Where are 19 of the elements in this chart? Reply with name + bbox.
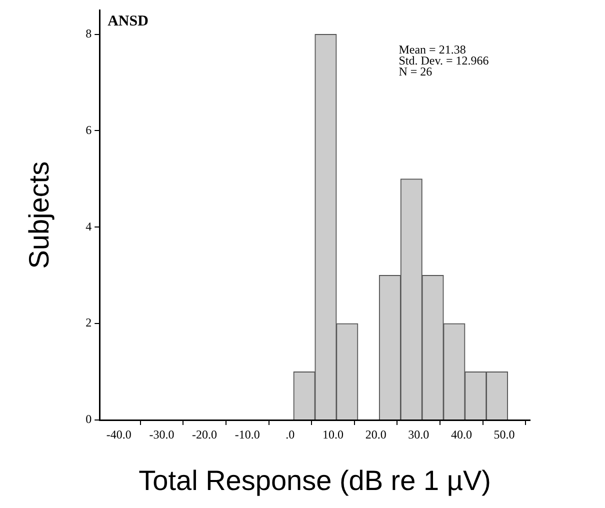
- y-tick-label: 0: [86, 412, 92, 426]
- x-tick-label: 20.0: [365, 427, 386, 442]
- x-tick-label: 30.0: [408, 427, 430, 442]
- x-tick-label: -10.0: [234, 427, 260, 442]
- x-axis-title: Total Response (dB re 1 µV): [138, 464, 491, 496]
- x-tick-label: -40.0: [106, 427, 132, 442]
- x-tick-label: -30.0: [149, 427, 174, 442]
- x-tick-label: 10.0: [322, 427, 344, 442]
- y-tick-label: 8: [86, 26, 92, 40]
- y-tick-label: 4: [86, 219, 92, 234]
- x-tick-label: 40.0: [450, 427, 472, 442]
- y-tick-label: 2: [86, 316, 92, 330]
- chart-title: ANSD: [108, 14, 149, 30]
- annotation: Mean = 21.38 Std. Dev. = 12.966 N = 26: [398, 42, 489, 78]
- x-tick-label: -20.0: [192, 427, 218, 442]
- x-tick-label: .0: [286, 427, 295, 442]
- y-axis-title: Subjects: [24, 161, 55, 269]
- x-tick-label: 50.0: [494, 427, 515, 442]
- y-tick-label: 6: [86, 122, 92, 137]
